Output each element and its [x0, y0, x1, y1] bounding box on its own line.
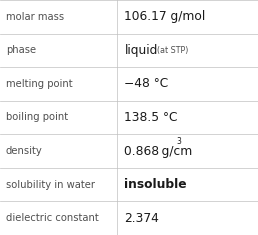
Text: density: density — [6, 146, 43, 156]
Text: solubility in water: solubility in water — [6, 180, 95, 190]
Text: melting point: melting point — [6, 79, 72, 89]
Text: molar mass: molar mass — [6, 12, 64, 22]
Text: 0.868 g/cm: 0.868 g/cm — [124, 145, 193, 158]
Text: (at STP): (at STP) — [157, 46, 189, 55]
Text: dielectric constant: dielectric constant — [6, 213, 99, 223]
Text: liquid: liquid — [124, 44, 158, 57]
Text: insoluble: insoluble — [124, 178, 187, 191]
Text: 3: 3 — [176, 137, 181, 146]
Text: 138.5 °C: 138.5 °C — [124, 111, 178, 124]
Text: 106.17 g/mol: 106.17 g/mol — [124, 10, 206, 23]
Text: 2.374: 2.374 — [124, 212, 159, 225]
Text: boiling point: boiling point — [6, 113, 68, 122]
Text: −48 °C: −48 °C — [124, 77, 169, 90]
Text: phase: phase — [6, 45, 36, 55]
